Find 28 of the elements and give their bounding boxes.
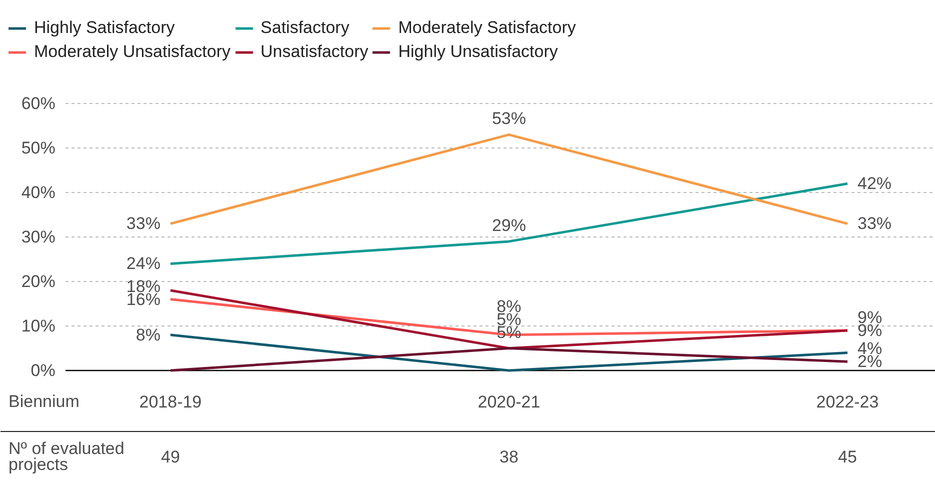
legend-label: Highly Unsatisfactory bbox=[398, 42, 558, 62]
legend-label: Moderately Satisfactory bbox=[398, 18, 576, 38]
data-label: 8% bbox=[136, 325, 160, 344]
legend-label: Satisfactory bbox=[260, 18, 350, 38]
data-label: 42% bbox=[857, 174, 892, 194]
text: 49 bbox=[160, 448, 180, 466]
data-label: 33% bbox=[126, 214, 160, 234]
data-label: 33% bbox=[857, 214, 892, 234]
data-label: 29% bbox=[492, 216, 526, 235]
y-tick-label: 50% bbox=[21, 138, 56, 158]
text: 45 bbox=[838, 448, 857, 466]
text: Nº of evaluated projects bbox=[8, 438, 124, 474]
y-tick-label: 10% bbox=[21, 316, 56, 336]
x-tick-label: 2022-23 bbox=[816, 392, 879, 412]
y-tick-label: 20% bbox=[21, 272, 56, 291]
x-axis-title: Biennium bbox=[8, 392, 80, 411]
text: 38 bbox=[500, 448, 518, 466]
legend-label: Highly Satisfactory bbox=[34, 18, 175, 38]
y-tick-label: 0% bbox=[30, 361, 56, 380]
y-tick-label: 60% bbox=[21, 94, 56, 113]
data-label: 24% bbox=[126, 254, 160, 274]
legend-label: Moderately Unsatisfactory bbox=[34, 42, 231, 62]
y-tick-label: 30% bbox=[21, 228, 56, 246]
x-tick-label: 2018-19 bbox=[139, 392, 202, 412]
data-label: 53% bbox=[492, 109, 526, 128]
y-tick-label: 40% bbox=[21, 183, 56, 202]
x-tick-label: 2020-21 bbox=[478, 392, 540, 412]
legend-label: Unsatisfactory bbox=[260, 42, 368, 62]
